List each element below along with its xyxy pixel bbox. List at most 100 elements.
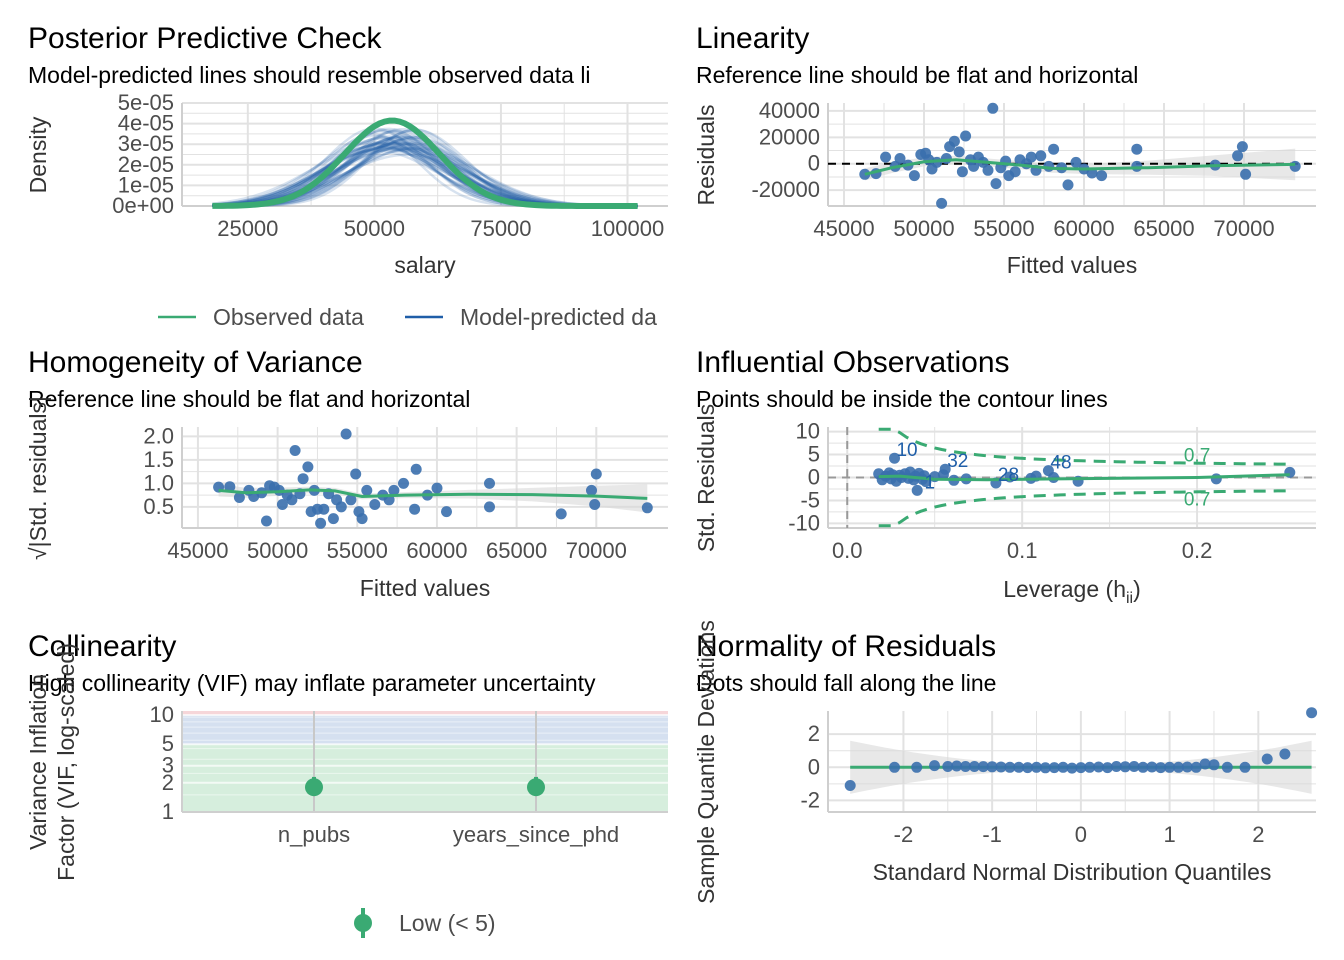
col-title: Collinearity xyxy=(28,630,177,663)
lin-x-tick-label: 45000 xyxy=(813,216,874,241)
hom-x-tick-label: 65000 xyxy=(486,538,547,563)
hom-point xyxy=(409,503,421,515)
ppc-observed-line xyxy=(212,117,638,209)
lin-y-axis-title: Residuals xyxy=(693,105,719,206)
inf-x-tick-label: 0.2 xyxy=(1182,538,1213,563)
nor-point xyxy=(1128,761,1140,772)
inf-point-label: 1 xyxy=(924,472,935,493)
nor-point xyxy=(1084,761,1096,773)
lin-point xyxy=(1096,170,1108,182)
ppc-x-tick-label: 75000 xyxy=(470,216,531,241)
hom-point xyxy=(589,499,601,510)
inf-x-axis-title: Leverage (hii) xyxy=(1003,576,1141,607)
hom-point xyxy=(398,477,409,489)
col-y-tick-label: 5 xyxy=(162,731,174,756)
inf-contour-label-lower: 0.7 xyxy=(1184,490,1210,511)
col-y-tick-label: 10 xyxy=(150,702,174,727)
inf-point xyxy=(889,452,900,464)
lin-point xyxy=(1131,143,1143,155)
inf-y-tick-label: 10 xyxy=(796,419,820,444)
lin-point xyxy=(953,146,965,158)
lin-point xyxy=(1289,160,1301,172)
lin-point xyxy=(1070,156,1082,168)
lin-y-tick-label: 0 xyxy=(808,151,820,176)
nor-y-tick-label: -2 xyxy=(800,787,820,812)
lin-point xyxy=(894,153,906,164)
hom-point xyxy=(641,502,653,514)
hom-point xyxy=(261,515,272,527)
hom-y-tick-label: 0.5 xyxy=(143,494,174,519)
ppc-title: Posterior Predictive Check xyxy=(28,22,382,55)
lin-point xyxy=(1025,151,1037,163)
nor-x-axis-title: Standard Normal Distribution Quantiles xyxy=(873,859,1272,885)
lin-smooth-line xyxy=(864,158,1296,176)
hom-point xyxy=(410,463,422,475)
nor-x-tick-label: 1 xyxy=(1163,822,1175,847)
nor-point xyxy=(968,761,980,772)
nor-point xyxy=(960,761,971,772)
hom-point xyxy=(224,481,236,493)
nor-point xyxy=(1075,762,1087,774)
inf-y-tick-label: -10 xyxy=(788,510,820,535)
hom-x-tick-label: 55000 xyxy=(327,538,388,563)
lin-point xyxy=(990,178,1002,190)
nor-point xyxy=(1306,707,1318,719)
nor-point xyxy=(911,761,923,773)
inf-contour-upper xyxy=(878,427,1292,466)
hom-subtitle: Reference line should be flat and horizo… xyxy=(28,386,471,412)
nor-point xyxy=(951,760,963,772)
nor-x-tick-label: 2 xyxy=(1252,822,1264,847)
lin-point xyxy=(1048,143,1060,155)
inf-y-tick-label: 0 xyxy=(808,465,820,490)
col-zone-low xyxy=(182,744,668,812)
hom-x-axis-title: Fitted values xyxy=(360,575,490,601)
ppc-legend-label-observed: Observed data xyxy=(213,304,364,330)
hom-point xyxy=(335,501,347,513)
lin-point xyxy=(940,153,952,164)
ppc-x-axis-title: salary xyxy=(394,252,456,278)
lin-x-tick-label: 70000 xyxy=(1213,216,1274,241)
ppc-y-tick-label: 3e-05 xyxy=(118,131,174,156)
inf-point xyxy=(1210,473,1222,485)
nor-x-tick-label: -2 xyxy=(894,822,914,847)
ppc-gridlines xyxy=(181,102,668,207)
lin-title: Linearity xyxy=(696,22,810,55)
hom-point xyxy=(345,494,357,506)
nor-point xyxy=(995,761,1007,773)
hom-x-tick-label: 60000 xyxy=(406,538,467,563)
lin-point xyxy=(982,164,994,176)
ppc-y-axis-title: Density xyxy=(25,116,51,193)
nor-point xyxy=(1155,762,1167,774)
nor-point xyxy=(1173,761,1184,773)
inf-contour-lower xyxy=(878,489,1292,528)
hom-point xyxy=(315,517,327,529)
nor-point xyxy=(1102,762,1113,774)
lin-x-tick-label: 65000 xyxy=(1133,216,1194,241)
nor-point xyxy=(1066,762,1078,774)
inf-subtitle: Points should be inside the contour line… xyxy=(696,386,1108,412)
ppc-x-tick-label: 100000 xyxy=(591,216,664,241)
lin-x-tick-label: 60000 xyxy=(1053,216,1114,241)
hom-x-tick-label: 70000 xyxy=(566,538,627,563)
lin-x-tick-label: 50000 xyxy=(893,216,954,241)
lin-point xyxy=(1232,150,1244,162)
lin-point xyxy=(960,130,972,142)
hom-title: Homogeneity of Variance xyxy=(28,346,363,379)
hom-x-tick-label: 50000 xyxy=(247,538,308,563)
hom-point xyxy=(327,513,339,525)
lin-y-tick-label: -20000 xyxy=(751,177,820,202)
lin-point xyxy=(880,151,892,163)
nor-title: Normality of Residuals xyxy=(696,630,997,663)
hom-point xyxy=(356,513,368,525)
hom-point xyxy=(289,445,301,456)
inf-contour-label-upper: 0.7 xyxy=(1184,445,1210,466)
hom-point xyxy=(586,484,597,496)
inf-point xyxy=(911,484,923,496)
ppc-y-tick-label: 2e-05 xyxy=(118,152,174,177)
hom-point xyxy=(297,473,309,485)
hom-point xyxy=(286,494,298,506)
col-subtitle: High collinearity (VIF) may inflate para… xyxy=(28,670,596,696)
nor-point xyxy=(1239,761,1251,773)
nor-point xyxy=(1057,761,1069,773)
